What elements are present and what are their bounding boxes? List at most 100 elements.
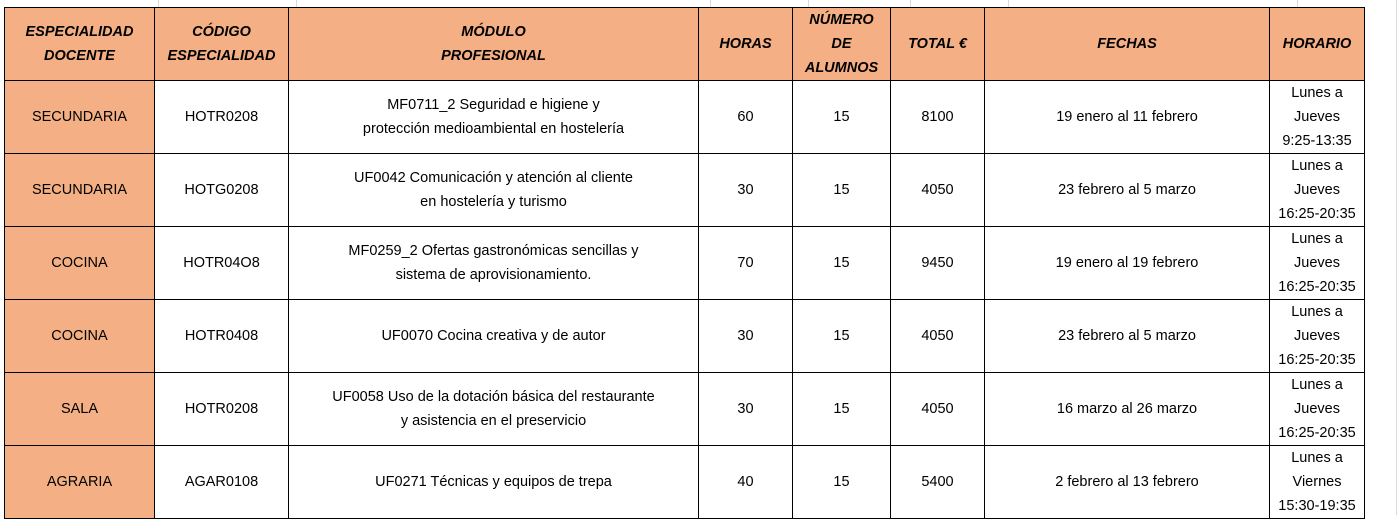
header-text: PROFESIONAL [441, 48, 546, 64]
header-total[interactable]: TOTAL € [890, 7, 985, 81]
header-text: NÚMERO [809, 12, 874, 28]
cell-text: MF0711_2 Seguridad e higiene y [387, 97, 600, 113]
cell-text: MF0259_2 Ofertas gastronómicas sencillas… [348, 243, 639, 259]
cell-total[interactable]: 4050 [890, 299, 985, 373]
cell-modulo[interactable]: MF0711_2 Seguridad e higiene y protecció… [288, 80, 699, 154]
cell-text: sistema de aprovisionamiento. [395, 267, 592, 283]
cell-text: Jueves [1294, 401, 1340, 417]
cell-total[interactable]: 8100 [890, 80, 985, 154]
cell-alumnos[interactable]: 15 [792, 445, 891, 519]
cell-alumnos[interactable]: 15 [792, 80, 891, 154]
cell-codigo[interactable]: HOTR0208 [154, 80, 289, 154]
cell-codigo[interactable]: HOTG0208 [154, 153, 289, 227]
table-row: COCINA HOTR04O8 MF0259_2 Ofertas gastron… [4, 226, 1365, 300]
cell-especialidad[interactable]: COCINA [4, 299, 155, 373]
cell-total[interactable]: 4050 [890, 153, 985, 227]
cell-alumnos[interactable]: 15 [792, 226, 891, 300]
header-codigo-especialidad[interactable]: CÓDIGO ESPECIALIDAD [154, 7, 289, 81]
cell-text: Jueves [1294, 255, 1340, 271]
header-text: ALUMNOS [804, 60, 879, 76]
table-row: AGRARIA AGAR0108 UF0271 Técnicas y equip… [4, 445, 1365, 519]
cell-text: Jueves [1294, 182, 1340, 198]
cell-especialidad[interactable]: COCINA [4, 226, 155, 300]
cell-horas[interactable]: 60 [698, 80, 793, 154]
header-fechas[interactable]: FECHAS [984, 7, 1270, 81]
header-text: DOCENTE [44, 48, 115, 64]
cell-text: y asistencia en el preservicio [400, 413, 587, 429]
cell-text: Lunes a [1291, 377, 1343, 393]
header-text: CÓDIGO [192, 24, 251, 40]
cell-horario[interactable]: Lunes a Jueves 16:25-20:35 [1269, 372, 1365, 446]
cell-text: Lunes a [1291, 450, 1343, 466]
cell-especialidad[interactable]: SALA [4, 372, 155, 446]
header-text: TOTAL € [908, 36, 967, 52]
cell-modulo[interactable]: MF0259_2 Ofertas gastronómicas sencillas… [288, 226, 699, 300]
cell-horario[interactable]: Lunes a Jueves 16:25-20:35 [1269, 153, 1365, 227]
cell-especialidad[interactable]: SECUNDARIA [4, 80, 155, 154]
cell-modulo[interactable]: UF0042 Comunicación y atención al client… [288, 153, 699, 227]
cell-total[interactable]: 5400 [890, 445, 985, 519]
cell-fechas[interactable]: 16 marzo al 26 marzo [984, 372, 1270, 446]
cell-modulo[interactable]: UF0070 Cocina creativa y de autor [288, 299, 699, 373]
cell-text: protección medioambiental en hostelería [362, 121, 625, 137]
gridline [1396, 0, 1397, 515]
cell-text: Lunes a [1291, 85, 1343, 101]
cell-text: Lunes a [1291, 231, 1343, 247]
cell-fechas[interactable]: 23 febrero al 5 marzo [984, 299, 1270, 373]
header-text: HORARIO [1282, 36, 1352, 52]
cell-alumnos[interactable]: 15 [792, 153, 891, 227]
cell-text: 16:25-20:35 [1278, 279, 1356, 295]
cell-codigo[interactable]: HOTR0208 [154, 372, 289, 446]
cell-text: 16:25-20:35 [1278, 206, 1356, 222]
header-horas[interactable]: HORAS [698, 7, 793, 81]
cell-horas[interactable]: 40 [698, 445, 793, 519]
table-row: SECUNDARIA HOTG0208 UF0042 Comunicación … [4, 153, 1365, 227]
cell-text: Viernes [1292, 474, 1342, 490]
table-row: SALA HOTR0208 UF0058 Uso de la dotación … [4, 372, 1365, 446]
cell-text: en hostelería y turismo [420, 194, 567, 210]
header-numero-alumnos[interactable]: NÚMERO DE ALUMNOS [792, 7, 891, 81]
header-text: HORAS [719, 36, 772, 52]
cell-codigo[interactable]: HOTR0408 [154, 299, 289, 373]
course-schedule-table: ESPECIALIDAD DOCENTE CÓDIGO ESPECIALIDAD… [4, 7, 1365, 519]
cell-horas[interactable]: 30 [698, 372, 793, 446]
cell-horario[interactable]: Lunes a Jueves 16:25-20:35 [1269, 226, 1365, 300]
cell-fechas[interactable]: 19 enero al 11 febrero [984, 80, 1270, 154]
cell-text: Jueves [1294, 328, 1340, 344]
header-text: MÓDULO [461, 24, 526, 40]
cell-horario[interactable]: Lunes a Jueves 16:25-20:35 [1269, 299, 1365, 373]
cell-fechas[interactable]: 23 febrero al 5 marzo [984, 153, 1270, 227]
cell-text: 15:30-19:35 [1278, 498, 1356, 514]
cell-alumnos[interactable]: 15 [792, 299, 891, 373]
cell-fechas[interactable]: 19 enero al 19 febrero [984, 226, 1270, 300]
cell-modulo[interactable]: UF0271 Técnicas y equipos de trepa [288, 445, 699, 519]
cell-text: UF0271 Técnicas y equipos de trepa [375, 474, 612, 490]
header-row: ESPECIALIDAD DOCENTE CÓDIGO ESPECIALIDAD… [4, 7, 1365, 81]
header-horario[interactable]: HORARIO [1269, 7, 1365, 81]
cell-total[interactable]: 4050 [890, 372, 985, 446]
table-row: SECUNDARIA HOTR0208 MF0711_2 Seguridad e… [4, 80, 1365, 154]
cell-alumnos[interactable]: 15 [792, 372, 891, 446]
cell-codigo[interactable]: HOTR04O8 [154, 226, 289, 300]
cell-horas[interactable]: 30 [698, 153, 793, 227]
cell-text: Jueves [1294, 109, 1340, 125]
cell-fechas[interactable]: 2 febrero al 13 febrero [984, 445, 1270, 519]
cell-horas[interactable]: 30 [698, 299, 793, 373]
cell-text: UF0042 Comunicación y atención al client… [354, 170, 633, 186]
cell-text: 16:25-20:35 [1278, 425, 1356, 441]
header-modulo-profesional[interactable]: MÓDULO PROFESIONAL [288, 7, 699, 81]
cell-codigo[interactable]: AGAR0108 [154, 445, 289, 519]
cell-text: UF0070 Cocina creativa y de autor [381, 328, 606, 344]
cell-horario[interactable]: Lunes a Viernes 15:30-19:35 [1269, 445, 1365, 519]
header-especialidad-docente[interactable]: ESPECIALIDAD DOCENTE [4, 7, 155, 81]
cell-modulo[interactable]: UF0058 Uso de la dotación básica del res… [288, 372, 699, 446]
cell-especialidad[interactable]: AGRARIA [4, 445, 155, 519]
cell-especialidad[interactable]: SECUNDARIA [4, 153, 155, 227]
cell-text: Lunes a [1291, 158, 1343, 174]
cell-text: 16:25-20:35 [1278, 352, 1356, 368]
table-row: COCINA HOTR0408 UF0070 Cocina creativa y… [4, 299, 1365, 373]
cell-horario[interactable]: Lunes a Jueves 9:25-13:35 [1269, 80, 1365, 154]
cell-horas[interactable]: 70 [698, 226, 793, 300]
cell-total[interactable]: 9450 [890, 226, 985, 300]
cell-text: Lunes a [1291, 304, 1343, 320]
